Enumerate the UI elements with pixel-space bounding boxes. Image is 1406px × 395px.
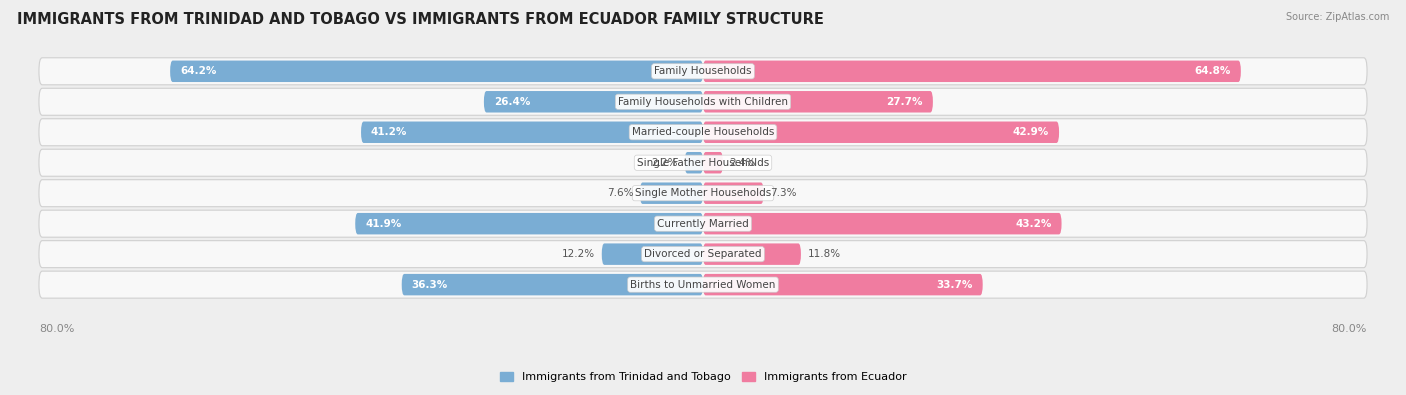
Text: Divorced or Separated: Divorced or Separated [644, 249, 762, 259]
Text: 43.2%: 43.2% [1015, 219, 1052, 229]
FancyBboxPatch shape [703, 243, 801, 265]
FancyBboxPatch shape [703, 122, 1059, 143]
Text: 7.3%: 7.3% [770, 188, 797, 198]
Text: 26.4%: 26.4% [494, 97, 530, 107]
Text: 41.2%: 41.2% [371, 127, 408, 137]
Text: 64.2%: 64.2% [180, 66, 217, 76]
Text: 36.3%: 36.3% [412, 280, 449, 290]
Legend: Immigrants from Trinidad and Tobago, Immigrants from Ecuador: Immigrants from Trinidad and Tobago, Imm… [495, 367, 911, 387]
Text: 2.2%: 2.2% [651, 158, 678, 168]
FancyBboxPatch shape [703, 182, 763, 204]
Text: Single Mother Households: Single Mother Households [636, 188, 770, 198]
FancyBboxPatch shape [703, 274, 983, 295]
Text: Single Father Households: Single Father Households [637, 158, 769, 168]
Text: 33.7%: 33.7% [936, 280, 973, 290]
Text: 27.7%: 27.7% [886, 97, 922, 107]
FancyBboxPatch shape [685, 152, 703, 173]
FancyBboxPatch shape [361, 122, 703, 143]
FancyBboxPatch shape [39, 180, 1367, 207]
Text: Married-couple Households: Married-couple Households [631, 127, 775, 137]
Text: 7.6%: 7.6% [607, 188, 633, 198]
FancyBboxPatch shape [703, 91, 934, 113]
FancyBboxPatch shape [170, 60, 703, 82]
FancyBboxPatch shape [39, 271, 1367, 298]
Text: Family Households with Children: Family Households with Children [619, 97, 787, 107]
FancyBboxPatch shape [39, 241, 1367, 268]
Text: Currently Married: Currently Married [657, 219, 749, 229]
FancyBboxPatch shape [402, 274, 703, 295]
Text: 11.8%: 11.8% [807, 249, 841, 259]
FancyBboxPatch shape [39, 88, 1367, 115]
Text: 64.8%: 64.8% [1195, 66, 1230, 76]
FancyBboxPatch shape [703, 213, 1062, 234]
Text: 2.4%: 2.4% [730, 158, 756, 168]
Text: 80.0%: 80.0% [1331, 324, 1367, 334]
Text: 41.9%: 41.9% [366, 219, 402, 229]
FancyBboxPatch shape [39, 58, 1367, 85]
Text: Source: ZipAtlas.com: Source: ZipAtlas.com [1285, 12, 1389, 22]
FancyBboxPatch shape [39, 119, 1367, 146]
Text: 12.2%: 12.2% [562, 249, 595, 259]
FancyBboxPatch shape [640, 182, 703, 204]
Text: Births to Unmarried Women: Births to Unmarried Women [630, 280, 776, 290]
FancyBboxPatch shape [602, 243, 703, 265]
Text: 42.9%: 42.9% [1012, 127, 1049, 137]
FancyBboxPatch shape [356, 213, 703, 234]
FancyBboxPatch shape [39, 149, 1367, 176]
Text: 80.0%: 80.0% [39, 324, 75, 334]
Text: Family Households: Family Households [654, 66, 752, 76]
Text: IMMIGRANTS FROM TRINIDAD AND TOBAGO VS IMMIGRANTS FROM ECUADOR FAMILY STRUCTURE: IMMIGRANTS FROM TRINIDAD AND TOBAGO VS I… [17, 12, 824, 27]
FancyBboxPatch shape [39, 210, 1367, 237]
FancyBboxPatch shape [703, 60, 1241, 82]
FancyBboxPatch shape [484, 91, 703, 113]
FancyBboxPatch shape [703, 152, 723, 173]
